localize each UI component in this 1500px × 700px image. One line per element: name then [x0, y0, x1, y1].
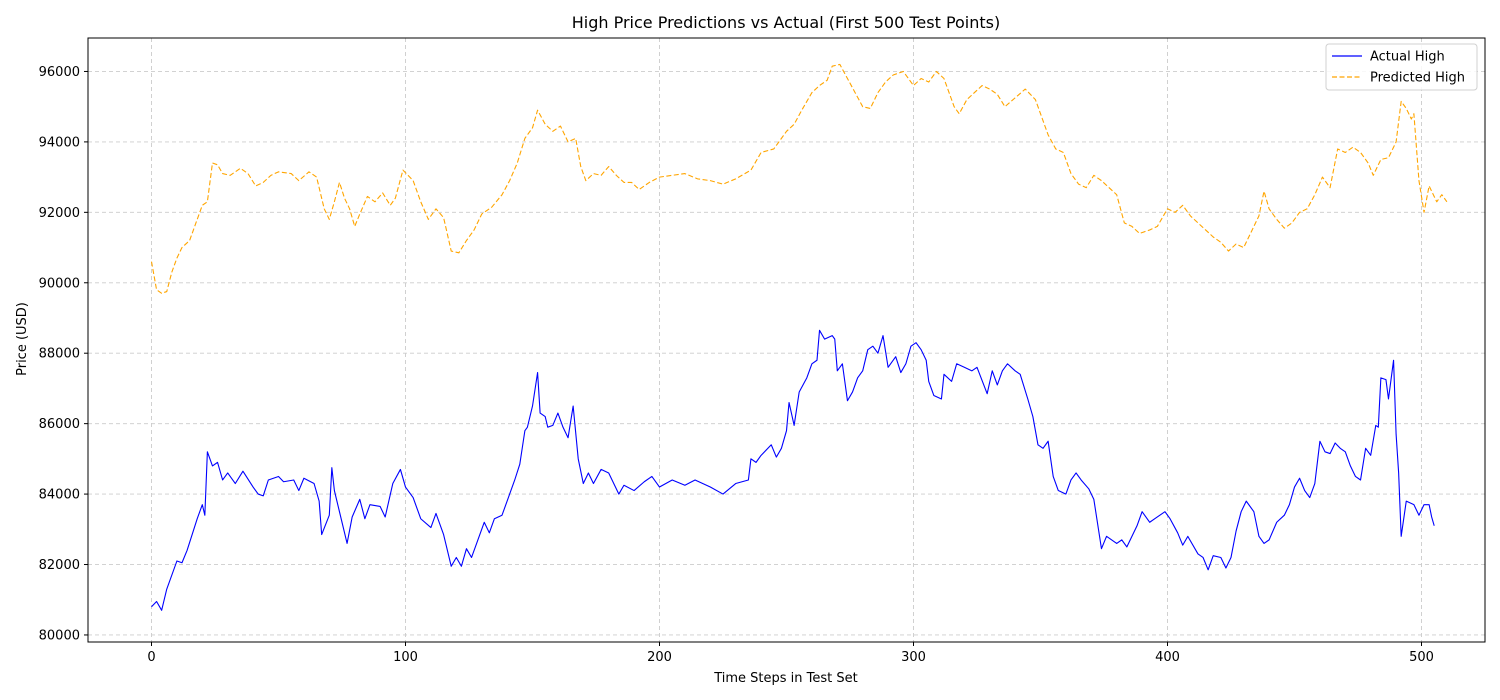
y-tick-label: 84000: [39, 488, 80, 503]
x-tick-label: 500: [1409, 650, 1434, 665]
series-line-0: [151, 329, 1435, 611]
y-axis-label: Price (USD): [15, 302, 30, 376]
axes-frame: [87, 37, 1486, 643]
y-tick-label: 86000: [39, 417, 80, 432]
legend-label-0: Actual High: [1370, 50, 1445, 65]
ticks: 0 100 200 300 400 500 80000 82000 84000 86000 8800…: [39, 65, 1434, 665]
x-tick-label: 300: [901, 650, 926, 665]
y-tick-label: 90000: [39, 276, 80, 291]
y-tick-label: 92000: [39, 206, 80, 221]
series-line-1: [150, 63, 1448, 294]
series-group: [150, 63, 1448, 611]
y-tick-label: 96000: [39, 65, 80, 80]
grid: [88, 38, 1485, 642]
x-tick-label: 200: [647, 650, 672, 665]
legend-label-1: Predicted High: [1370, 71, 1465, 86]
chart-title: High Price Predictions vs Actual (First …: [572, 13, 1001, 32]
x-tick-label: 400: [1155, 650, 1180, 665]
y-tick-label: 80000: [39, 628, 80, 643]
x-tick-label: 0: [147, 650, 155, 665]
legend: Actual High Predicted High: [1325, 43, 1478, 91]
y-tick-label: 88000: [39, 347, 80, 362]
legend-box: [1325, 43, 1478, 91]
x-tick-label: 100: [393, 650, 418, 665]
y-tick-label: 94000: [39, 135, 80, 150]
y-tick-label: 82000: [39, 558, 80, 573]
x-axis-label: Time Steps in Test Set: [713, 671, 858, 686]
